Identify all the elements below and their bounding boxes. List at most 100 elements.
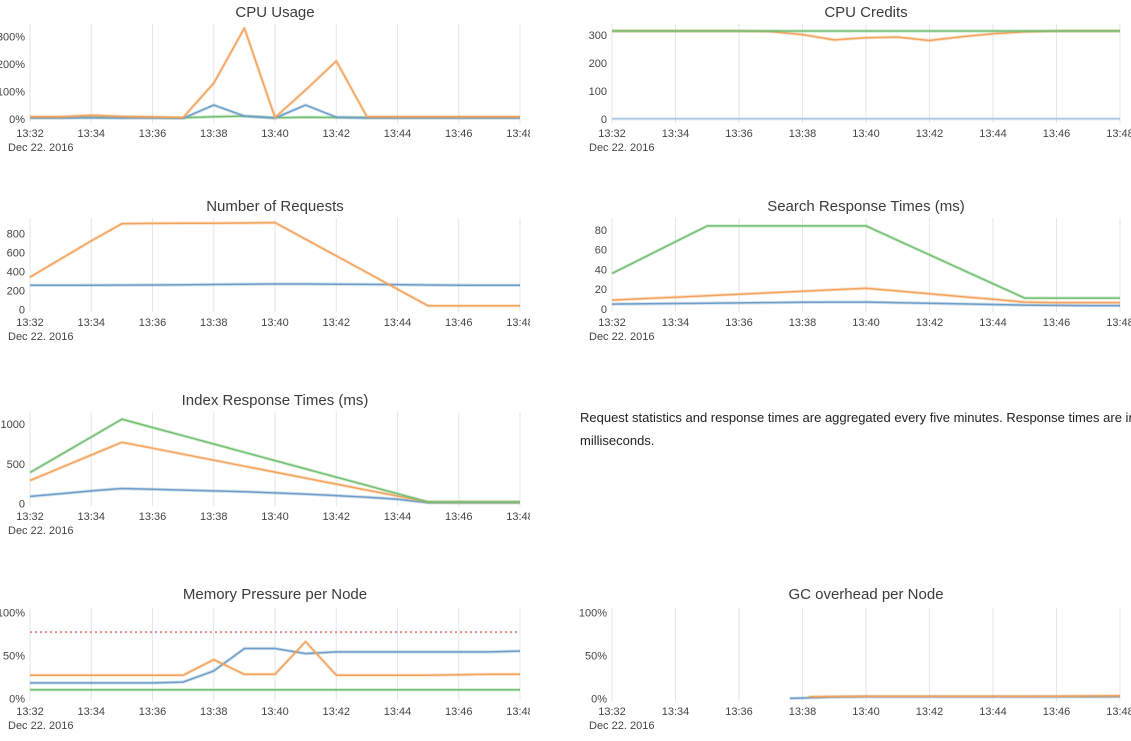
- y-tick-label: 0: [19, 305, 25, 317]
- x-tick-label: 13:44: [384, 128, 412, 140]
- search-response-times-plot[interactable]: 13:32 13:34 13:36 13:38 13:40 13:42 13:44 13:46…: [565, 192, 1131, 352]
- chart-memory-pressure-per-node: Memory Pressure per Node 13:32 13:34 13:36…: [0, 580, 530, 741]
- y-tick-label: 40: [595, 264, 607, 276]
- x-tick-label: 13:42: [322, 706, 350, 718]
- x-tick-label: 13:46: [445, 706, 473, 718]
- chart-cpu-credits: CPU Credits 13:32 13:34 13:36 13:38 13:40 13:…: [565, 0, 1131, 160]
- y-tick-label: 400: [7, 266, 25, 278]
- x-tick-label: 13:34: [77, 706, 105, 718]
- x-tick-label: 13:34: [662, 128, 690, 140]
- x-tick-label: 13:44: [384, 317, 412, 329]
- x-tick-label: 13:32: [16, 128, 44, 140]
- index-response-times-plot[interactable]: 13:32 13:34 13:36 13:38 13:40 13:42 13:44 13:46…: [0, 386, 530, 546]
- series-orange-line: [808, 695, 1121, 698]
- series-orange-line: [30, 27, 520, 119]
- chart-number-of-requests: Number of Requests 13:32 13:34 13:36 13:38 1…: [0, 192, 530, 352]
- x-tick-label: 13:46: [1043, 317, 1071, 329]
- series-blue-line: [30, 647, 521, 684]
- chart-title: Index Response Times (ms): [181, 392, 369, 409]
- y-tick-label: 600: [7, 247, 25, 259]
- x-tick-label: 13:36: [139, 128, 167, 140]
- x-tick-label: 13:42: [916, 317, 944, 329]
- x-tick-label: 13:36: [139, 317, 167, 329]
- chart-search-response-times: Search Response Times (ms) 13:32 13:34 13:…: [565, 192, 1131, 352]
- chart-title: Search Response Times (ms): [767, 198, 965, 215]
- chart-title: Memory Pressure per Node: [182, 586, 368, 603]
- x-tick-label: 13:40: [852, 317, 880, 329]
- x-tick-label: 13:44: [384, 706, 412, 718]
- x-tick-label: 13:36: [139, 706, 167, 718]
- y-tick-label: 800: [7, 228, 25, 240]
- y-tick-label: 50%: [585, 650, 607, 662]
- chart-title: CPU Credits: [824, 4, 908, 21]
- memory-pressure-per-node-plot[interactable]: 13:32 13:34 13:36 13:38 13:40 13:42 13:44 13:46…: [0, 580, 530, 741]
- series-blue-line: [611, 301, 1120, 307]
- x-tick-label: 13:48: [1106, 128, 1131, 140]
- x-tick-label: 13:40: [261, 317, 289, 329]
- x-tick-label: 13:48: [506, 706, 530, 718]
- x-tick-label: 13:42: [322, 128, 350, 140]
- x-tick-label: 13:38: [789, 706, 817, 718]
- y-tick-label: 0%: [591, 693, 607, 705]
- chart-title: Number of Requests: [206, 198, 344, 215]
- x-axis-date-label: Dec 22. 2016: [8, 331, 73, 343]
- x-tick-label: 13:34: [77, 317, 105, 329]
- x-tick-label: 13:32: [598, 128, 626, 140]
- number-of-requests-plot[interactable]: 13:32 13:34 13:36 13:38 13:40 13:42 13:44 13:46…: [0, 192, 530, 352]
- x-tick-label: 13:48: [506, 511, 530, 523]
- x-tick-label: 13:46: [445, 128, 473, 140]
- y-tick-label: 500: [7, 459, 25, 471]
- series-orange-line: [29, 221, 520, 307]
- x-tick-label: 13:36: [725, 317, 753, 329]
- y-tick-label: 20: [595, 284, 607, 296]
- chart-gc-overhead-per-node: GC overhead per Node 13:32 13:34 13:36 13:3…: [565, 580, 1131, 741]
- x-tick-label: 13:40: [852, 706, 880, 718]
- series-orange-line: [30, 640, 520, 676]
- y-tick-label: 200: [589, 58, 607, 70]
- cpu-credits-plot[interactable]: 13:32 13:34 13:36 13:38 13:40 13:42 13:44 13:46…: [565, 0, 1131, 160]
- y-tick-label: 200%: [0, 59, 25, 71]
- x-tick-label: 13:48: [1106, 317, 1131, 329]
- y-tick-label: 200: [7, 286, 25, 298]
- x-tick-label: 13:40: [261, 511, 289, 523]
- y-tick-label: 50%: [3, 650, 25, 662]
- x-tick-label: 13:40: [261, 128, 289, 140]
- y-tick-label: 0%: [9, 693, 25, 705]
- y-tick-label: 0: [601, 304, 607, 316]
- x-tick-label: 13:44: [979, 128, 1007, 140]
- gc-overhead-per-node-plot[interactable]: 13:32 13:34 13:36 13:38 13:40 13:42 13:44 13:46…: [565, 580, 1131, 741]
- x-tick-label: 13:32: [16, 317, 44, 329]
- chart-title: GC overhead per Node: [788, 586, 944, 603]
- x-tick-label: 13:32: [16, 511, 44, 523]
- y-tick-label: 100%: [0, 607, 25, 619]
- x-axis-date-label: Dec 22. 2016: [589, 142, 654, 154]
- x-tick-label: 13:32: [598, 706, 626, 718]
- x-axis-date-label: Dec 22. 2016: [589, 720, 654, 732]
- x-tick-label: 13:38: [200, 706, 228, 718]
- chart-index-response-times: Index Response Times (ms) 13:32 13:34 13:3…: [0, 386, 530, 546]
- y-tick-label: 80: [595, 225, 607, 237]
- x-tick-label: 13:34: [662, 317, 690, 329]
- y-tick-label: 300: [589, 30, 607, 42]
- x-tick-label: 13:46: [1043, 128, 1071, 140]
- x-tick-label: 13:36: [139, 511, 167, 523]
- series-blue-line: [30, 283, 520, 287]
- y-tick-label: 100%: [0, 86, 25, 98]
- series-orange-line: [611, 287, 1120, 304]
- x-tick-label: 13:36: [725, 128, 753, 140]
- x-tick-label: 13:36: [725, 706, 753, 718]
- x-tick-label: 13:42: [322, 511, 350, 523]
- x-tick-label: 13:32: [16, 706, 44, 718]
- x-tick-label: 13:46: [445, 317, 473, 329]
- x-axis-date-label: Dec 22. 2016: [8, 720, 73, 732]
- x-tick-label: 13:42: [916, 128, 944, 140]
- cpu-usage-plot[interactable]: 13:32 13:34 13:36 13:38 13:40 13:42 13:44 13:46…: [0, 0, 530, 160]
- x-tick-label: 13:46: [445, 511, 473, 523]
- x-tick-label: 13:32: [598, 317, 626, 329]
- x-axis-date-label: Dec 22. 2016: [589, 331, 654, 343]
- x-tick-label: 13:48: [1106, 706, 1131, 718]
- x-tick-label: 13:42: [916, 706, 944, 718]
- y-tick-label: 60: [595, 245, 607, 257]
- x-tick-label: 13:38: [200, 317, 228, 329]
